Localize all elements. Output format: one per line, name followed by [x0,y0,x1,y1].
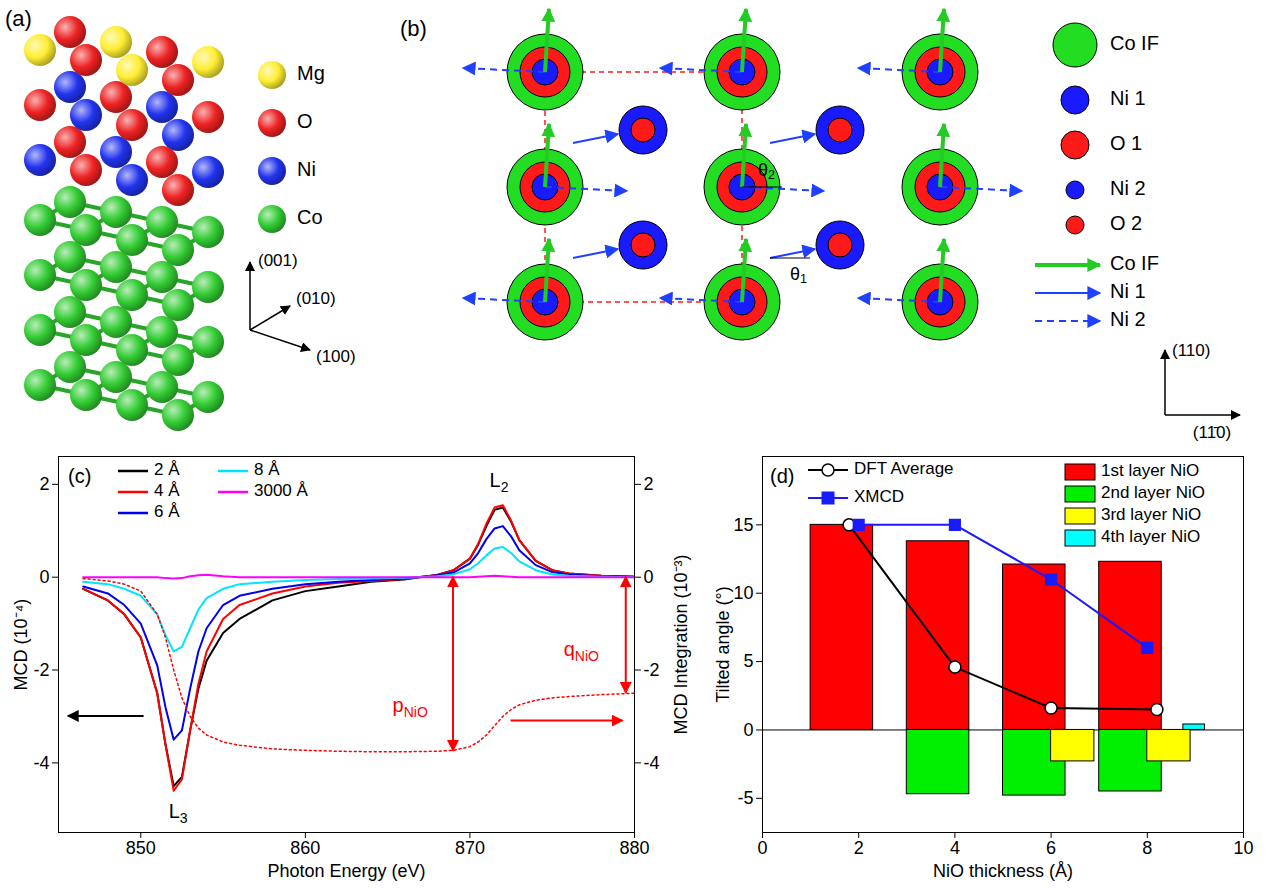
svg-text:4: 4 [950,838,960,858]
svg-text:0: 0 [39,567,49,587]
svg-text:0: 0 [644,567,654,587]
svg-text:Ni 1: Ni 1 [1110,280,1146,302]
svg-text:6 Å: 6 Å [154,502,180,521]
svg-text:-4: -4 [33,753,49,773]
svg-text:Ni: Ni [297,158,316,180]
svg-text:880: 880 [619,838,649,858]
svg-text:Ni 1: Ni 1 [1110,87,1146,109]
svg-text:0: 0 [757,838,767,858]
svg-text:(110): (110) [1172,341,1210,360]
svg-text:Co IF: Co IF [1110,32,1159,54]
svg-text:1st layer NiO: 1st layer NiO [1101,461,1199,480]
svg-text:850: 850 [126,838,156,858]
svg-text:(001): (001) [258,251,298,270]
svg-text:MCD (10⁻⁴): MCD (10⁻⁴) [11,599,31,691]
svg-text:DFT Average: DFT Average [854,459,954,478]
svg-text:(b): (b) [400,16,427,41]
svg-text:θ1: θ1 [790,264,807,287]
svg-text:NiO thickness (Å): NiO thickness (Å) [933,861,1073,881]
svg-text:-5: -5 [737,788,753,808]
svg-text:2: 2 [644,474,654,494]
svg-text:10: 10 [1233,838,1253,858]
svg-text:0: 0 [743,720,753,740]
svg-text:(c): (c) [68,465,91,487]
svg-text:O: O [297,110,313,132]
svg-text:10: 10 [733,583,753,603]
svg-text:qNiO: qNiO [564,638,599,663]
svg-text:(d): (d) [770,465,794,487]
svg-text:-4: -4 [644,753,660,773]
svg-text:2nd layer NiO: 2nd layer NiO [1101,483,1205,502]
svg-text:8 Å: 8 Å [254,460,280,479]
svg-text:pNiO: pNiO [393,694,428,719]
svg-text:6: 6 [1046,838,1056,858]
svg-text:3rd layer NiO: 3rd layer NiO [1101,505,1201,524]
svg-text:2 Å: 2 Å [154,460,180,479]
svg-text:4 Å: 4 Å [154,481,180,500]
svg-text:L2: L2 [490,469,509,494]
svg-text:O 2: O 2 [1110,212,1142,234]
svg-text:(11̄0): (11̄0) [1193,423,1231,442]
svg-text:(010): (010) [296,289,336,308]
svg-text:XMCD: XMCD [854,487,904,506]
svg-text:Ni 2: Ni 2 [1110,308,1146,330]
svg-text:Ni 2: Ni 2 [1110,177,1146,199]
svg-text:2: 2 [854,838,864,858]
svg-text:-2: -2 [644,660,660,680]
svg-text:MCD Integration (10⁻³): MCD Integration (10⁻³) [671,554,691,734]
svg-text:2: 2 [39,474,49,494]
svg-text:θ2: θ2 [758,160,775,183]
svg-text:(a): (a) [5,6,32,31]
svg-text:Photon Energy (eV): Photon Energy (eV) [267,861,425,881]
svg-text:4th layer NiO: 4th layer NiO [1101,527,1200,546]
svg-text:(100): (100) [316,347,356,366]
svg-text:O 1: O 1 [1110,132,1142,154]
svg-text:Tilted angle (°): Tilted angle (°) [713,586,733,703]
svg-text:860: 860 [290,838,320,858]
svg-text:Mg: Mg [297,62,325,84]
svg-text:870: 870 [455,838,485,858]
svg-text:-2: -2 [33,660,49,680]
svg-text:Co: Co [297,206,323,228]
svg-text:3000 Å: 3000 Å [254,481,309,500]
svg-text:Co IF: Co IF [1110,252,1159,274]
svg-text:5: 5 [743,651,753,671]
svg-text:L3: L3 [169,801,188,826]
svg-text:8: 8 [1142,838,1152,858]
svg-text:15: 15 [733,515,753,535]
